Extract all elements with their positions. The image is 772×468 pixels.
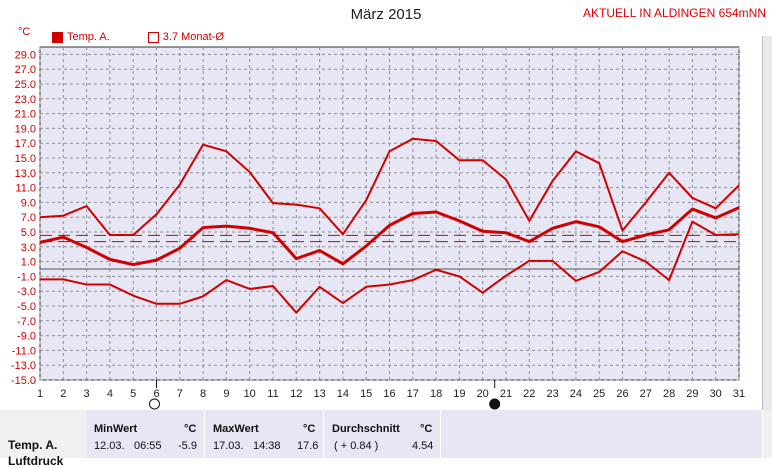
x-tick-label: 12 bbox=[290, 388, 302, 400]
y-tick-label: 27.0 bbox=[15, 64, 36, 76]
x-tick-label: 20 bbox=[477, 388, 489, 400]
y-tick-label: -15.0 bbox=[11, 375, 36, 387]
max-header: MaxWert bbox=[213, 423, 259, 435]
min-unit: °C bbox=[184, 423, 197, 435]
x-tick-label: 22 bbox=[523, 388, 535, 400]
full-moon-icon bbox=[489, 398, 501, 410]
y-tick-label: 5.0 bbox=[21, 227, 36, 239]
y-tick-label: 1.0 bbox=[21, 257, 36, 269]
min-time: 06:55 bbox=[134, 440, 162, 452]
right-scroll-strip bbox=[762, 36, 772, 410]
y-tick-label: 23.0 bbox=[15, 94, 36, 106]
series-line-max bbox=[39, 137, 740, 236]
y-tick-label: -9.0 bbox=[17, 331, 36, 343]
min-date: 12.03. bbox=[94, 440, 125, 452]
x-tick-label: 27 bbox=[640, 388, 652, 400]
page-title: März 2015 bbox=[350, 6, 422, 23]
y-tick-label: 11.0 bbox=[15, 183, 36, 195]
stats-min-cell: MinWert °C 12.03. 06:55 -5.9 bbox=[86, 410, 205, 458]
x-tick-label: 23 bbox=[546, 388, 558, 400]
temperature-chart: 29.027.025.023.021.019.017.015.013.011.0… bbox=[11, 46, 745, 410]
y-tick-label: -3.0 bbox=[17, 286, 36, 298]
y-tick-label: -7.0 bbox=[17, 316, 36, 328]
y-tick-label: 29.0 bbox=[15, 49, 36, 61]
x-tick-label: 19 bbox=[453, 388, 465, 400]
x-tick-label: 29 bbox=[686, 388, 698, 400]
y-tick-label: 7.0 bbox=[21, 212, 36, 224]
legend-swatch-filled bbox=[52, 31, 63, 43]
x-tick-label: 2 bbox=[60, 388, 66, 400]
x-tick-label: 14 bbox=[337, 388, 349, 400]
avg-unit: °C bbox=[420, 423, 433, 435]
series-line-mittel bbox=[39, 206, 740, 267]
y-tick-label: 21.0 bbox=[15, 109, 36, 121]
x-tick-label: 8 bbox=[200, 388, 206, 400]
y-tick-label: -1.0 bbox=[17, 271, 36, 283]
x-tick-label: 13 bbox=[313, 388, 325, 400]
x-tick-label: 17 bbox=[407, 388, 419, 400]
chart-legend: Temp. A. 3.7 Monat-Ø bbox=[52, 31, 224, 43]
x-tick-label: 5 bbox=[130, 388, 136, 400]
x-tick-label: 18 bbox=[430, 388, 442, 400]
stats-row-label: Temp. A. bbox=[8, 438, 58, 452]
max-time: 14:38 bbox=[253, 440, 281, 452]
x-tick-label: 1 bbox=[37, 388, 43, 400]
avg-value: 4.54 bbox=[412, 440, 434, 452]
legend-label-temp: Temp. A. bbox=[67, 31, 110, 43]
x-tick-label: 4 bbox=[107, 388, 113, 400]
stats-panel: Temp. A. Luftdruck MinWert °C 12.03. 06:… bbox=[0, 410, 772, 468]
y-tick-label: 17.0 bbox=[15, 138, 36, 150]
avg-delta: ( + 0.84 ) bbox=[334, 440, 379, 452]
x-tick-label: 30 bbox=[710, 388, 722, 400]
x-tick-label: 16 bbox=[383, 388, 395, 400]
max-value: 17.6 bbox=[297, 440, 319, 452]
avg-header: Durchschnitt bbox=[332, 423, 400, 435]
min-value: -5.9 bbox=[178, 440, 197, 452]
y-tick-label: -11.0 bbox=[12, 345, 36, 357]
y-axis-unit: °C bbox=[18, 26, 31, 38]
new-moon-icon bbox=[149, 398, 160, 410]
legend-label-avg: 3.7 Monat-Ø bbox=[162, 31, 224, 43]
y-tick-label: 19.0 bbox=[15, 123, 36, 135]
legend-item-avg[interactable]: 3.7 Monat-Ø bbox=[147, 31, 224, 43]
y-tick-label: -5.0 bbox=[17, 301, 36, 313]
station-label: AKTUELL IN ALDINGEN 654mNN bbox=[583, 6, 766, 20]
legend-swatch-open bbox=[147, 31, 159, 43]
stats-row-label-2: Luftdruck bbox=[8, 454, 64, 468]
stats-empty-cell bbox=[441, 410, 763, 458]
x-tick-label: 3 bbox=[84, 388, 90, 400]
stats-max-cell: MaxWert °C 17.03. 14:38 17.6 bbox=[205, 410, 324, 458]
legend-item-temp[interactable]: Temp. A. bbox=[52, 31, 110, 43]
x-tick-label: 15 bbox=[360, 388, 372, 400]
y-tick-label: 15.0 bbox=[15, 153, 36, 165]
series-line-min bbox=[40, 220, 740, 314]
x-tick-label: 7 bbox=[177, 388, 183, 400]
x-tick-label: 26 bbox=[616, 388, 628, 400]
y-tick-label: 3.0 bbox=[21, 242, 36, 254]
max-date: 17.03. bbox=[213, 440, 244, 452]
x-tick-label: 9 bbox=[223, 388, 229, 400]
x-tick-label: 6 bbox=[153, 388, 159, 400]
y-tick-label: -13.0 bbox=[11, 360, 36, 372]
x-tick-label: 31 bbox=[733, 388, 745, 400]
y-tick-label: 25.0 bbox=[15, 79, 36, 91]
x-tick-label: 24 bbox=[570, 388, 582, 400]
x-tick-label: 28 bbox=[663, 388, 675, 400]
stats-avg-cell: Durchschnitt °C ( + 0.84 ) 4.54 bbox=[324, 410, 441, 458]
x-tick-label: 25 bbox=[593, 388, 605, 400]
x-tick-label: 10 bbox=[244, 388, 256, 400]
y-tick-label: 9.0 bbox=[21, 197, 36, 209]
max-unit: °C bbox=[303, 423, 316, 435]
x-tick-label: 11 bbox=[267, 388, 278, 400]
x-tick-label: 21 bbox=[500, 388, 512, 400]
min-header: MinWert bbox=[94, 423, 138, 435]
y-tick-label: 13.0 bbox=[15, 168, 36, 180]
